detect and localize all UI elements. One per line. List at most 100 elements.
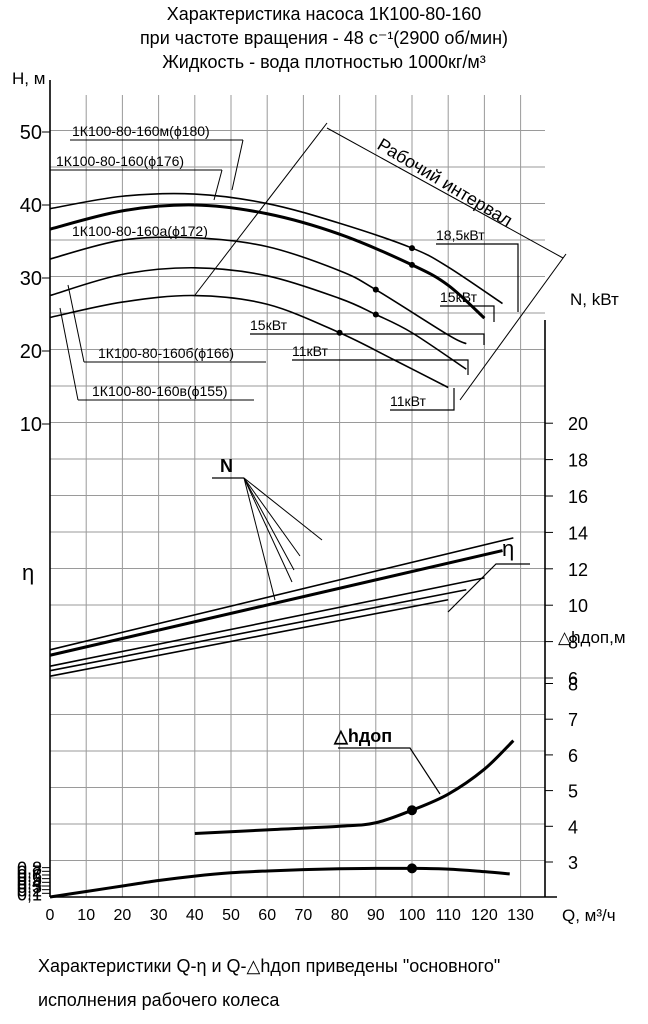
dh-tick-label: 3 [568,853,578,873]
power-leader-line [243,477,295,571]
power-label: 15кВт [250,317,288,333]
chart-title-line-3: Жидкость - вода плотностью 1000кг/м³ [162,52,486,72]
x-axis-label: Q, м³/ч [562,906,616,925]
efficiency-marker [407,863,417,874]
power-leader-line [243,477,276,601]
eta-axis-label: η [22,560,34,585]
x-tick-label: 70 [295,907,313,924]
power-label-leader [436,243,519,312]
x-tick-label: 110 [435,907,461,924]
footnote-line-1: Характеристики Q-η и Q-△hдоп приведены "… [38,956,501,976]
eta-tick-label: 0,6 [17,866,42,886]
dh-tick-label: 4 [568,817,578,837]
power-leader-line [243,477,301,557]
head-curve-label: 1К100-80-160(ϕ176) [56,153,184,169]
n-tick-label: 8 [568,633,578,653]
label-leader-line [213,169,223,201]
power-label-leader [440,305,495,322]
head-curve-3 [49,266,467,370]
head-curve-label: 1К100-80-160в(ϕ155) [92,383,228,399]
eta-tick-label: 0,5 [17,870,42,890]
head-curve-4 [49,294,449,389]
power-leader-line [243,477,323,541]
working-interval-arrow [326,127,564,259]
npsh-label: △hдоп [333,726,392,746]
dh-tick-label: 6 [568,746,578,766]
x-tick-label: 130 [507,907,534,924]
x-tick-label: 40 [186,907,204,924]
n-tick-label: 16 [568,487,588,507]
h-axis-label: H, м [12,69,45,88]
x-tick-label: 10 [77,907,95,924]
n-tick-label: 20 [568,414,588,434]
npsh-marker [407,805,417,816]
x-tick-label: 120 [471,907,498,924]
power-line-1 [49,549,503,657]
power-label-leader [250,333,485,345]
eta-tick-label: 0,3 [17,877,42,897]
working-interval-right [459,253,567,401]
power-label: 11кВт [390,393,427,409]
dh-axis-label: △hдоп,м [558,628,626,647]
npsh-leader [338,747,441,795]
n-tick-label: 12 [568,560,588,580]
head-curve-2 [49,236,467,345]
head-curve-point [372,311,379,318]
head-curve-label: 1К100-80-160м(ϕ180) [72,123,210,139]
head-curve-point [336,329,343,336]
n-tick-label: 14 [568,523,588,543]
power-curves-label: N [220,456,233,476]
head-curve-point [409,261,415,268]
power-label: 11кВт [292,343,329,359]
head-curve-point [409,245,415,252]
power-line-2 [49,577,485,667]
x-tick-label: 60 [258,907,276,924]
h-tick-label: 50 [20,122,42,144]
efficiency-curve [49,866,510,899]
eta-tick-label: 0,8 [17,859,42,879]
h-tick-label: 20 [20,341,42,363]
dh-tick-label: 7 [568,710,578,730]
n-axis-label: N, kВт [570,290,619,309]
h-tick-label: 30 [20,268,42,290]
n-tick-label: 6 [568,669,578,689]
head-curve-label: 1К100-80-160а(ϕ172) [72,223,208,239]
eta-tick-label: 0,4 [17,873,42,893]
chart-title-line-1: Характеристика насоса 1К100-80-160 [166,4,482,24]
n-tick-label: 10 [568,596,588,616]
working-interval-left [194,122,328,296]
efficiency-label: η [502,536,514,561]
power-label: 18,5кВт [436,227,485,243]
label-leader-line [67,284,85,363]
x-tick-label: 100 [399,907,426,924]
power-line-3 [49,588,467,672]
x-tick-label: 30 [150,907,168,924]
chart-title-line-2: при частоте вращения - 48 с⁻¹(2900 об/ми… [139,28,509,48]
power-label-leader [390,388,455,411]
x-tick-label: 20 [114,907,132,924]
npsh-curve [194,739,515,835]
head-curve-label: 1К100-80-160б(ϕ166) [98,345,234,361]
dh-tick-label: 5 [568,782,578,802]
eta-tick-label: 0,2 [17,881,42,901]
x-tick-label: 80 [331,907,349,924]
n-tick-label: 18 [568,451,588,471]
eta-tick-label: 0,7 [17,862,42,882]
power-label: 15кВт [440,289,478,305]
label-leader-line [59,307,79,401]
x-tick-label: 90 [367,907,385,924]
eta-tick-label: 0,1 [17,884,42,904]
x-tick-label: 0 [46,907,55,924]
dh-tick-label: 8 [568,675,578,695]
head-curve-0 [49,192,503,305]
x-tick-label: 50 [222,907,240,924]
h-tick-label: 10 [20,414,42,436]
working-interval-label: Рабочий интервал [374,134,516,230]
power-leader-line [243,477,293,583]
head-curve-1 [49,203,486,320]
power-line-0 [49,537,514,651]
power-label-leader [292,359,469,375]
label-leader-line [231,139,244,191]
efficiency-leader [447,563,530,613]
